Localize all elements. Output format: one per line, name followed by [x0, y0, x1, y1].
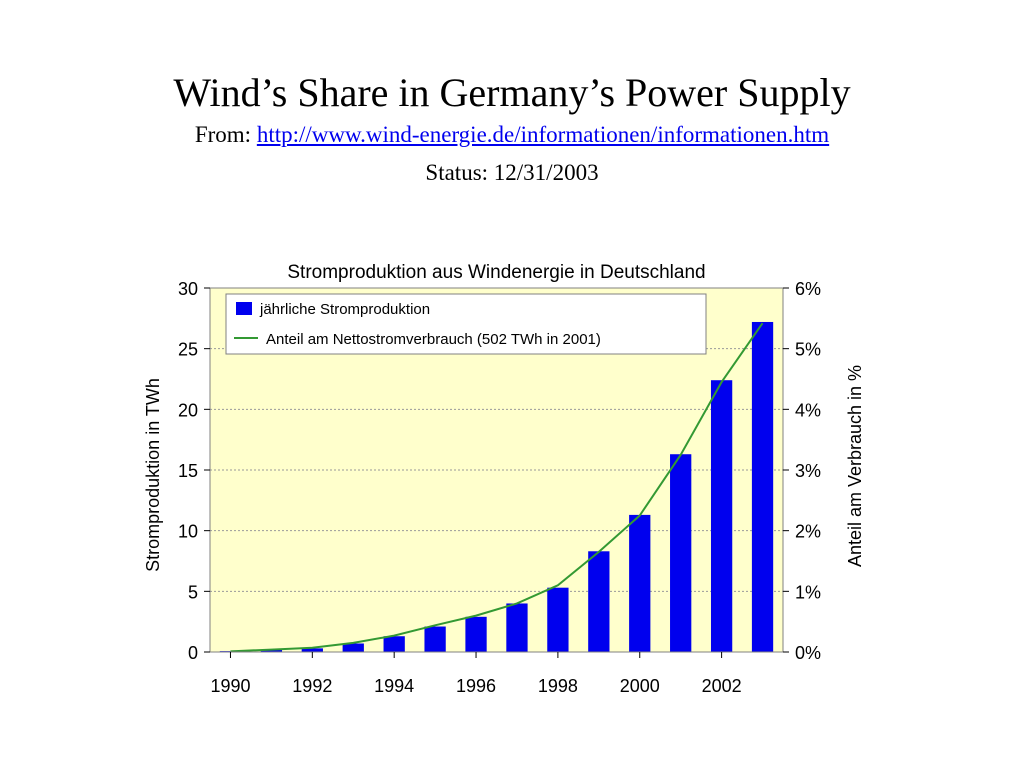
slide-title: Wind’s Share in Germany’s Power Supply — [173, 70, 851, 115]
wind-energy-chart: Stromproduktion aus Windenergie in Deuts… — [143, 262, 865, 696]
slide-header: Wind’s Share in Germany’s Power Supply F… — [0, 68, 1024, 188]
y2-tick-label: 0% — [795, 643, 821, 663]
source-link[interactable]: http://www.wind-energie.de/informationen… — [256, 122, 830, 147]
bar — [383, 636, 405, 652]
y2-tick-label: 6% — [795, 279, 821, 299]
from-label: From: — [194, 122, 252, 147]
x-tick-label: 2000 — [620, 676, 660, 696]
source-line: From: http://www.wind-energie.de/informa… — [0, 120, 1024, 150]
x-tick-label: 2002 — [702, 676, 742, 696]
bar — [424, 626, 446, 652]
y-tick-label: 5 — [188, 582, 198, 602]
legend-box — [225, 293, 707, 355]
x-tick-label: 1996 — [456, 676, 496, 696]
bar — [588, 551, 610, 652]
bar — [751, 321, 774, 652]
bar — [260, 649, 283, 652]
y2-tick-label: 2% — [795, 522, 821, 542]
y2-axis-label: Anteil am Verbrauch in % — [845, 365, 865, 567]
legend-bar-label: jährliche Stromproduktion — [259, 301, 430, 318]
y-axis-label: Stromproduktion in TWh — [143, 378, 163, 572]
y2-tick-label: 4% — [795, 400, 821, 420]
y-tick-label: 30 — [178, 279, 198, 299]
bar — [342, 643, 364, 652]
legend: jährliche Stromproduktion Anteil am Netto… — [225, 293, 707, 355]
chart-title: Stromproduktion aus Windenergie in Deuts… — [287, 262, 705, 283]
y2-tick-label: 1% — [795, 582, 821, 602]
y-tick-label: 20 — [178, 400, 198, 420]
bar — [710, 380, 733, 652]
legend-line-label: Anteil am Nettostromverbrauch (502 TWh i… — [266, 331, 601, 348]
y2-tick-label: 5% — [795, 340, 821, 360]
y-tick-label: 15 — [178, 461, 198, 481]
x-tick-label: 1994 — [374, 676, 414, 696]
bar — [465, 616, 487, 652]
bar — [629, 514, 651, 652]
bar — [506, 603, 528, 652]
x-tick-label: 1998 — [538, 676, 578, 696]
bar — [301, 648, 323, 652]
bar — [670, 454, 692, 652]
bar — [547, 587, 569, 652]
y-tick-label: 0 — [188, 643, 198, 663]
share-line — [230, 322, 764, 653]
y2-tick-label: 3% — [795, 461, 821, 481]
x-tick-label: 1992 — [292, 676, 332, 696]
status-line: Status: 12/31/2003 — [425, 160, 599, 185]
y-tick-label: 10 — [178, 522, 198, 542]
y-tick-label: 25 — [178, 340, 198, 360]
legend-bar-swatch — [236, 302, 252, 315]
x-tick-label: 1990 — [210, 676, 250, 696]
